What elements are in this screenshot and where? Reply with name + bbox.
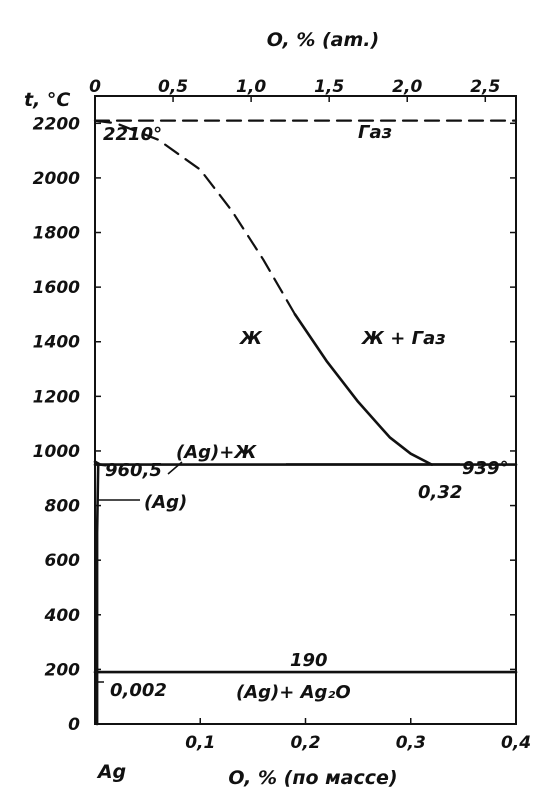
label-liquid: Ж [238,328,263,349]
y-tick-label: 0 [68,715,80,735]
top-tick-label: 2,5 [470,77,500,97]
label-939: 939° [462,458,509,479]
y-axis-title: t, °C [24,89,70,111]
phase-boundary-0 [95,121,295,315]
y-tick-label: 1200 [33,387,80,407]
top-tick-label: 2,0 [392,77,422,97]
y-tick-label: 800 [45,497,81,517]
y-tick-label: 200 [45,660,81,680]
top-axis-title: O, % (am.) [267,29,379,51]
label-0-002: 0,002 [110,680,167,701]
y-tick-labels: 0 200 400 600 800 1000 1200 1400 1600 1800 2000 220… [33,114,80,735]
label-2210: 2210° [103,124,162,145]
label-gas: Газ [358,122,392,143]
top-tick-labels: 0 0,5 1,0 1,5 2,0 2,5 [89,77,500,97]
plot-frame [95,96,516,724]
top-tick-label: 1,0 [236,77,266,97]
label-ag-solid: (Ag) [144,492,187,513]
bottom-tick-label: 0,2 [290,733,320,753]
label-0-32: 0,32 [418,482,462,503]
label-190: 190 [290,650,328,671]
top-tick-label: 0,5 [158,77,188,97]
origin-element-label: Ag [96,761,126,783]
y-tick-label: 1800 [33,224,80,244]
bottom-tick-label: 0,4 [501,733,531,753]
y-tick-label: 1600 [33,278,80,298]
top-tick-label: 0 [89,77,101,97]
bottom-tick-labels: 0,1 0,2 0,3 0,4 [185,733,531,753]
y-tick-label: 400 [44,606,81,626]
bottom-tick-label: 0,3 [396,733,426,753]
label-ag-ag2o: (Ag)+ Ag₂O [236,682,351,703]
bottom-axis-title: O, % (по массе) [228,767,397,789]
label-960: 960,5 [105,460,162,481]
tick-marks [95,96,516,724]
y-tick-label: 1000 [33,442,80,462]
y-tick-label: 1400 [33,333,80,353]
label-liquid-gas: Ж + Газ [360,328,446,349]
label-ag-liquid: (Ag)+Ж [176,442,257,463]
y-tick-label: 2000 [33,169,80,189]
bottom-tick-label: 0,1 [185,733,215,753]
phase-boundaries [95,121,516,724]
top-tick-label: 1,5 [314,77,344,97]
phase-boundary-6 [97,465,98,724]
y-tick-label: 2200 [33,114,80,134]
y-tick-label: 600 [45,551,81,571]
